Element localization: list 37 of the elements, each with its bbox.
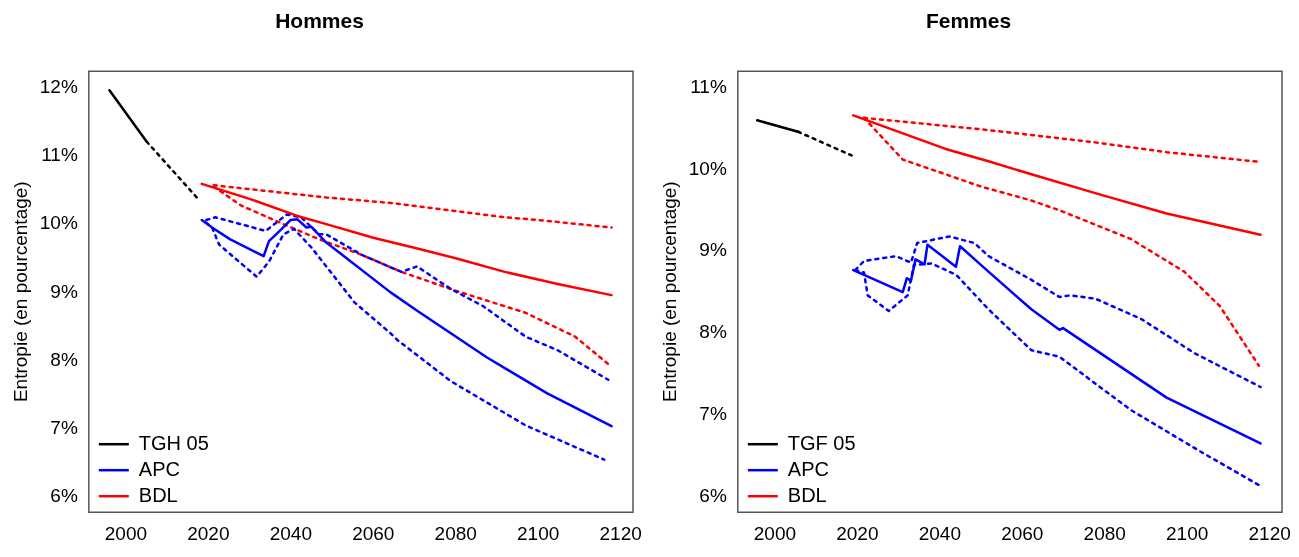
x-tick-label: 2060 [1001,522,1044,544]
x-tick-label: 2120 [599,522,642,544]
x-tick-label: 2040 [269,522,312,544]
x-tick-label: 2080 [1083,522,1126,544]
y-tick-label: 11% [690,75,727,97]
legend-label: APC [787,457,829,480]
x-tick-label: 2060 [352,522,395,544]
y-tick-label: 9% [50,280,78,302]
legend-label: TGF 05 [787,431,856,454]
y-tick-label: 6% [699,484,727,506]
y-tick-label: 8% [50,348,78,370]
y-tick-label: 10% [39,212,78,234]
x-tick-label: 2020 [187,522,230,544]
y-tick-label: 7% [699,403,727,425]
legend-label: APC [138,457,180,480]
x-tick-label: 2040 [918,522,961,544]
y-tick-label: 11% [41,144,78,166]
chart-title: Femmes [925,9,1012,33]
y-tick-label: 6% [50,485,78,507]
y-tick-label: 7% [50,417,78,439]
x-tick-label: 2000 [104,522,148,544]
legend-label: BDL [138,483,178,506]
x-tick-label: 2100 [517,522,560,544]
legend-label: BDL [787,483,827,506]
y-tick-label: 10% [688,157,727,179]
x-tick-label: 2020 [836,522,879,544]
y-tick-label: 9% [699,239,727,261]
y-tick-label: 12% [39,75,78,97]
y-axis-title: Entropie (en pourcentage) [658,181,680,403]
y-tick-label: 8% [699,321,727,343]
x-tick-label: 2080 [434,522,477,544]
legend-label: TGH 05 [138,431,209,454]
x-tick-label: 2100 [1166,522,1209,544]
chart-title: Hommes [275,9,364,33]
x-tick-label: 2120 [1248,522,1291,544]
x-tick-label: 2000 [753,522,797,544]
y-axis-title: Entropie (en pourcentage) [9,181,31,403]
